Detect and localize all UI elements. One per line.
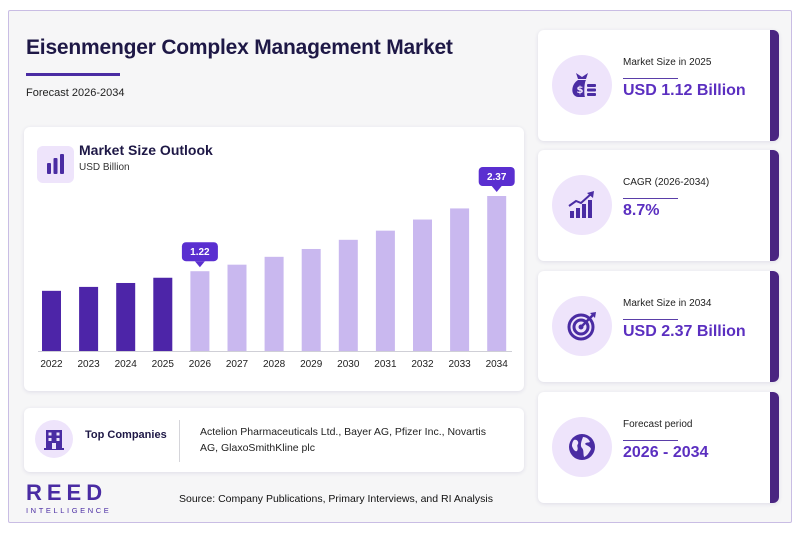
bar-2025 <box>153 277 173 351</box>
x-tick-label: 2029 <box>300 359 323 370</box>
x-tick-label: 2022 <box>40 359 63 370</box>
x-tick-label: 2024 <box>115 359 138 370</box>
bar-2029 <box>301 248 321 351</box>
x-tick-label: 2027 <box>226 359 249 370</box>
stat-value: USD 1.12 Billion <box>623 82 746 99</box>
source-note: Source: Company Publications, Primary In… <box>179 493 493 505</box>
chart-card: Market Size Outlook USD Billion 2022 2023… <box>24 127 524 391</box>
brand-tagline: INTELLIGENCE <box>26 506 112 515</box>
stat-divider <box>623 78 678 79</box>
stat-divider <box>623 198 678 199</box>
stat-divider <box>623 319 678 320</box>
bar-2026 <box>190 271 210 351</box>
brand-name: REED <box>26 480 108 505</box>
bar-2034 <box>487 196 507 351</box>
x-tick-label: 2032 <box>411 359 434 370</box>
stat-value: 8.7% <box>623 202 660 219</box>
x-tick-label: 2025 <box>152 359 175 370</box>
bar-2024 <box>116 282 136 351</box>
stat-label: Market Size in 2025 <box>623 57 712 68</box>
stat-card-market-size-2034: Market Size in 2034 USD 2.37 Billion <box>538 271 779 382</box>
x-tick-label: 2033 <box>448 359 471 370</box>
chart-title: Market Size Outlook <box>79 142 213 158</box>
building-icon <box>35 420 73 458</box>
x-tick-label: 2030 <box>337 359 360 370</box>
data-label: 2.37 <box>487 172 507 183</box>
bar-2032 <box>413 219 432 351</box>
market-size-chart: 2022 2023 2024 2025 2026 1.22 2027 2028 2029 2030… <box>38 167 515 370</box>
bar-2033 <box>450 208 470 351</box>
x-tick-label: 2028 <box>263 359 286 370</box>
bar-chart-icon <box>37 146 74 183</box>
stat-label: Market Size in 2034 <box>623 298 712 309</box>
stat-divider <box>623 440 678 441</box>
bar-2023 <box>79 286 99 351</box>
globe-icon <box>552 417 612 477</box>
stat-card-cagr: CAGR (2026-2034) 8.7% <box>538 150 779 261</box>
top-companies-label: Top Companies <box>85 429 167 441</box>
growth-chart-icon <box>552 175 612 235</box>
data-callout-2026: 1.22 <box>181 242 218 268</box>
target-icon <box>552 296 612 356</box>
data-label: 1.22 <box>190 247 210 258</box>
brand-logo: REED INTELLIGENCE <box>26 480 112 516</box>
stat-card-forecast-period: Forecast period 2026 - 2034 <box>538 392 779 503</box>
svg-text:$: $ <box>577 85 584 96</box>
companies-divider <box>179 420 180 462</box>
title-underline <box>26 73 120 76</box>
bar-2031 <box>375 230 395 351</box>
bar-2028 <box>264 256 284 351</box>
money-bag-icon: $ <box>552 55 612 115</box>
x-tick-label: 2026 <box>189 359 212 370</box>
page-title: Eisenmenger Complex Management Market <box>26 36 453 59</box>
stat-value: 2026 - 2034 <box>623 444 709 461</box>
stat-card-market-size-2025: $ Market Size in 2025 USD 1.12 Billion <box>538 30 779 141</box>
x-tick-label: 2031 <box>374 359 397 370</box>
bar-2030 <box>338 239 358 351</box>
stat-label: CAGR (2026-2034) <box>623 177 710 188</box>
stat-value: USD 2.37 Billion <box>623 323 746 340</box>
bar-2027 <box>227 264 247 351</box>
stat-label: Forecast period <box>623 419 693 430</box>
x-tick-label: 2034 <box>486 359 509 370</box>
chart-unit-label: USD Billion <box>79 162 130 173</box>
top-companies-card: Top Companies Actelion Pharmaceuticals L… <box>24 408 524 472</box>
top-companies-list: Actelion Pharmaceuticals Ltd., Bayer AG,… <box>200 426 486 454</box>
page-subtitle: Forecast 2026-2034 <box>26 87 125 99</box>
data-callout-2034: 2.37 <box>478 167 515 192</box>
x-tick-label: 2023 <box>77 359 100 370</box>
bar-2022 <box>42 290 61 351</box>
